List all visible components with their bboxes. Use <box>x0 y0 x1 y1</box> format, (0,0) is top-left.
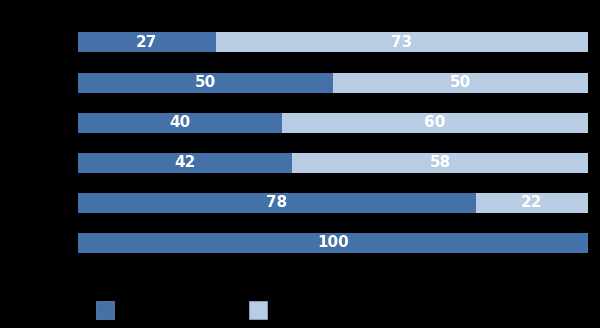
Bar <box>292 153 588 173</box>
Text: 60: 60 <box>424 115 446 130</box>
Text: 100: 100 <box>317 236 349 250</box>
Text: 40: 40 <box>169 115 191 130</box>
Bar <box>78 193 476 213</box>
Bar <box>476 193 588 213</box>
Bar <box>78 72 333 92</box>
Text: 50: 50 <box>195 75 216 90</box>
Text: 42: 42 <box>175 155 196 170</box>
Bar <box>216 32 588 52</box>
Text: 22: 22 <box>521 195 542 210</box>
Bar <box>78 153 292 173</box>
Text: 58: 58 <box>430 155 451 170</box>
Text: 78: 78 <box>266 195 287 210</box>
Bar <box>78 113 282 133</box>
Bar <box>282 113 588 133</box>
Text: 27: 27 <box>136 35 158 50</box>
Bar <box>333 72 588 92</box>
Text: 50: 50 <box>450 75 471 90</box>
Text: 73: 73 <box>391 35 412 50</box>
Bar <box>78 32 216 52</box>
Bar <box>78 233 588 253</box>
